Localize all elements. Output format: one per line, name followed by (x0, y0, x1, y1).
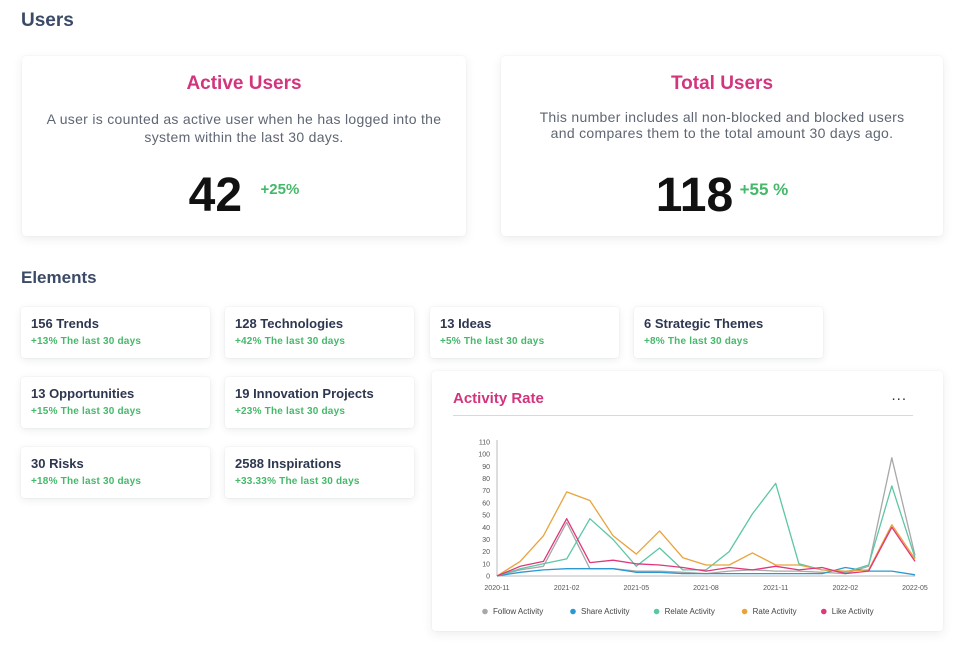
element-change: +8% The last 30 days (644, 336, 749, 347)
total-users-title: Total Users (670, 73, 774, 94)
legend-marker (570, 608, 576, 615)
element-change: +18% The last 30 days (31, 476, 142, 487)
legend-marker (741, 608, 748, 615)
total-users-value: 118 (655, 169, 734, 222)
x-tick-label: 2021-08 (693, 585, 719, 592)
y-tick-label: 40 (482, 525, 490, 532)
x-tick-label: 2021-02 (554, 585, 580, 592)
legend-label: Relate Activity (665, 607, 715, 616)
active-users-stat: 42 +25% (22, 168, 466, 223)
active-users-change: +25% (260, 181, 300, 198)
element-name: 13 Opportunities (31, 386, 135, 401)
legend-label: Like Activity (832, 607, 874, 616)
series-line-rate-activity (496, 491, 916, 577)
element-name: 13 Ideas (440, 316, 492, 331)
activity-rate-card: Activity Rate ... 0 10 20 30 40 50 60 70 80 90 100… (432, 371, 943, 631)
element-card-risks[interactable]: 30 Risks +18% The last 30 days (21, 447, 210, 498)
element-name: 19 Innovation Projects (235, 386, 374, 401)
y-tick-label: 110 (479, 440, 490, 447)
series-line-relate-activity (496, 482, 916, 577)
element-name: 128 Technologies (235, 316, 344, 331)
active-users-value: 42 (188, 169, 243, 222)
element-change: +42% The last 30 days (235, 336, 346, 347)
total-users-description: This number includes all non-blocked and… (539, 109, 905, 141)
legend-label: Share Activity (581, 607, 629, 616)
more-horizontal-icon[interactable]: ... (891, 387, 907, 404)
y-tick-label: 10 (482, 561, 490, 568)
total-users-change: +55 % (739, 179, 789, 199)
element-change: +15% The last 30 days (31, 406, 142, 417)
element-card-opportunities[interactable]: 13 Opportunities +15% The last 30 days (21, 377, 210, 428)
elements-section-title: Elements (21, 268, 97, 287)
users-section-title: Users (21, 10, 74, 31)
active-users-description: A user is counted as active user when he… (46, 111, 442, 145)
legend-marker (482, 608, 488, 615)
y-tick-label: 0 (486, 574, 490, 581)
series-line-follow-activity (496, 457, 916, 577)
y-tick-label: 30 (482, 537, 490, 544)
y-tick-label: 70 (482, 488, 490, 495)
y-tick-label: 90 (482, 464, 490, 471)
element-card-inspirations[interactable]: 2588 Inspirations +33.33% The last 30 da… (225, 447, 414, 498)
y-tick-label: 60 (482, 500, 490, 507)
element-change: +5% The last 30 days (440, 336, 545, 347)
element-card-strategic-themes[interactable]: 6 Strategic Themes +8% The last 30 days (634, 307, 823, 358)
element-name: 2588 Inspirations (235, 456, 342, 471)
x-tick-label: 2021-05 (623, 585, 649, 592)
x-tick-label: 2021-11 (763, 585, 788, 592)
legend-marker (821, 608, 827, 615)
element-change: +23% The last 30 days (235, 406, 346, 417)
legend-label: Rate Activity (753, 607, 797, 616)
chart-divider (453, 415, 913, 416)
x-tick-label: 2022-05 (902, 585, 928, 592)
activity-rate-title: Activity Rate (453, 390, 544, 407)
legend-marker (653, 608, 660, 615)
series-line-like-activity (496, 518, 916, 577)
x-tick-label: 2022-02 (832, 585, 858, 592)
y-tick-label: 20 (482, 549, 490, 556)
total-users-stat: 118 +55 % (501, 168, 943, 223)
element-card-trends[interactable]: 156 Trends +13% The last 30 days (21, 307, 210, 358)
element-card-technologies[interactable]: 128 Technologies +42% The last 30 days (225, 307, 414, 358)
element-name: 156 Trends (31, 316, 99, 331)
total-users-card: Total Users This number includes all non… (501, 56, 943, 236)
y-tick-label: 80 (482, 476, 490, 483)
activity-rate-chart: 0 10 20 30 40 50 60 70 80 90 100 110 2020-11 2021-02 2… (478, 440, 928, 617)
element-change: +33.33% The last 30 days (235, 476, 360, 487)
y-tick-label: 100 (478, 452, 490, 459)
element-card-ideas[interactable]: 13 Ideas +5% The last 30 days (430, 307, 619, 358)
element-name: 30 Risks (31, 456, 84, 471)
element-card-innovation-projects[interactable]: 19 Innovation Projects +23% The last 30 … (225, 377, 414, 428)
active-users-card: Active Users A user is counted as active… (22, 56, 466, 236)
y-tick-label: 50 (482, 513, 490, 520)
element-name: 6 Strategic Themes (644, 316, 764, 331)
legend-label: Follow Activity (493, 607, 543, 616)
x-tick-label: 2020-11 (484, 585, 509, 592)
element-change: +13% The last 30 days (31, 336, 142, 347)
active-users-title: Active Users (186, 73, 302, 94)
series-line-share-activity (496, 566, 916, 577)
